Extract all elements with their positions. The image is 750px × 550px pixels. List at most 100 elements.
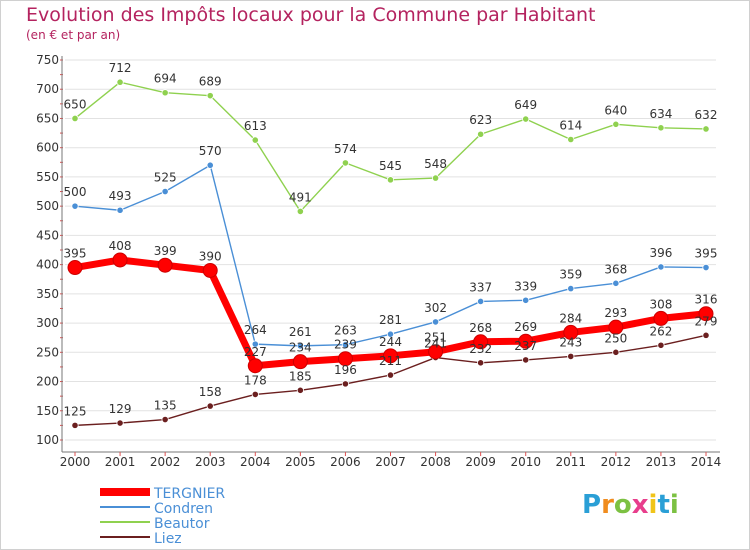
data-point (657, 263, 665, 271)
data-point (251, 390, 259, 398)
data-point (612, 348, 620, 356)
data-point (477, 359, 485, 367)
data-point (296, 386, 304, 394)
data-point (477, 130, 485, 138)
data-point (386, 176, 395, 184)
data-label: 649 (514, 98, 537, 112)
logo-letter: i (669, 490, 679, 520)
chart-subtitle: (en € et par an) (26, 28, 121, 42)
data-label: 525 (154, 171, 177, 185)
series-lines (67, 78, 714, 429)
logo-letter: r (601, 490, 614, 520)
legend-label-beautor: Beautor (154, 516, 210, 532)
y-tick-label: 200 (36, 375, 59, 389)
y-tick-label: 150 (36, 404, 59, 418)
data-label: 264 (244, 323, 267, 337)
data-label: 308 (649, 297, 672, 311)
data-label: 390 (199, 249, 222, 263)
data-label: 574 (334, 142, 357, 156)
data-label: 135 (154, 399, 177, 413)
data-label: 395 (695, 247, 718, 261)
data-label: 284 (559, 311, 582, 325)
legend-label-condren: Condren (154, 501, 213, 517)
data-point (116, 206, 124, 214)
legend-label-tergnier: TERGNIER (153, 486, 225, 502)
data-labels: 395 408 399 390 227 234 239 244 251 268 269 284 293 3… (64, 61, 718, 418)
data-label: 548 (424, 157, 447, 171)
data-point (383, 348, 398, 364)
x-tick-label: 2014 (691, 455, 722, 469)
data-label: 570 (199, 144, 222, 158)
data-label: 632 (695, 108, 718, 122)
data-label: 613 (244, 119, 267, 133)
x-tick-label: 2002 (150, 455, 181, 469)
y-tick-label: 350 (36, 287, 59, 301)
data-point (657, 341, 665, 349)
data-label: 712 (109, 61, 132, 75)
data-point (296, 342, 304, 350)
data-label: 279 (695, 314, 718, 328)
data-point (71, 421, 79, 429)
data-label: 185 (289, 369, 312, 383)
data-point (567, 284, 575, 293)
data-label: 293 (604, 306, 627, 320)
data-point (161, 187, 169, 196)
x-tick-label: 2012 (601, 455, 632, 469)
data-label: 237 (514, 339, 537, 353)
data-point (161, 89, 169, 97)
data-point (612, 120, 620, 128)
y-tick-label: 650 (36, 111, 59, 125)
proxiti-logo: Proxiti (582, 490, 679, 520)
data-point (386, 371, 395, 379)
x-tick-label: 2011 (556, 455, 587, 469)
data-point (702, 263, 710, 272)
legend-label-liez: Liez (154, 531, 182, 547)
logo-letter: t (657, 490, 670, 520)
data-point (337, 351, 353, 367)
data-label: 234 (289, 341, 312, 355)
data-label: 281 (379, 313, 402, 327)
data-point (608, 319, 624, 335)
data-label: 250 (604, 331, 627, 345)
data-label: 263 (334, 324, 357, 338)
data-label: 491 (289, 190, 312, 204)
data-point (428, 344, 444, 360)
data-point (67, 260, 83, 276)
data-point (206, 92, 214, 100)
y-tick-label: 700 (36, 82, 59, 96)
data-label: 545 (379, 159, 402, 173)
data-point (522, 296, 530, 304)
logo-letter: i (648, 490, 658, 520)
data-point (296, 207, 304, 216)
x-tick-label: 2013 (646, 455, 677, 469)
data-point (702, 125, 710, 133)
data-label: 640 (604, 103, 627, 117)
data-label: 268 (469, 321, 492, 335)
data-label: 689 (199, 75, 222, 89)
data-label: 359 (559, 268, 582, 282)
data-point (341, 341, 350, 349)
data-point (563, 324, 579, 340)
data-point (431, 318, 440, 326)
data-point (116, 78, 124, 86)
data-point (567, 135, 575, 144)
data-point (292, 354, 308, 370)
y-tick-label: 300 (36, 316, 59, 330)
logo-letter: o (613, 490, 632, 520)
data-label: 261 (289, 325, 312, 339)
y-tick-label: 450 (36, 228, 59, 242)
x-tick-label: 2006 (330, 455, 361, 469)
data-point (161, 415, 169, 424)
axes: 100 150 200 250 300 350 400 450 500 550 600 650 700 7… (36, 53, 721, 469)
data-label: 158 (199, 385, 222, 399)
data-label: 211 (379, 354, 402, 368)
logo-letter: x (631, 490, 649, 520)
data-point (386, 330, 395, 338)
data-label: 500 (64, 185, 87, 199)
data-label: 129 (109, 402, 132, 416)
data-label: 650 (64, 97, 87, 111)
y-tick-label: 500 (36, 199, 59, 213)
data-label: 241 (424, 337, 447, 351)
